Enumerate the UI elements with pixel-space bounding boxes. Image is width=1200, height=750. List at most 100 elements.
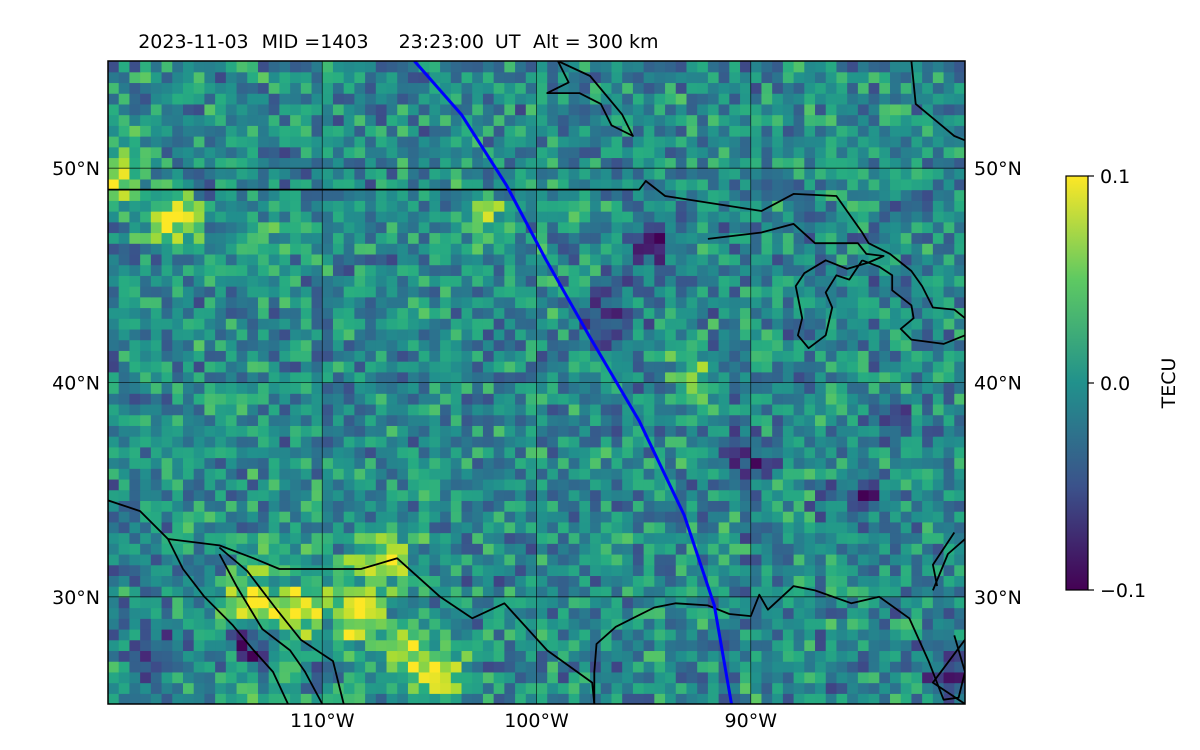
tec-cell (600, 693, 613, 704)
tec-cell (204, 82, 216, 94)
tec-cell (193, 114, 206, 126)
tec-cell (193, 575, 206, 587)
tec-cell (622, 136, 634, 148)
tec-cell (718, 211, 730, 223)
tec-cell (268, 307, 280, 319)
tec-cell (815, 178, 827, 191)
tec-cell (879, 93, 891, 105)
tec-cell (290, 243, 302, 255)
tec-cell (354, 103, 366, 116)
tec-cell (504, 607, 516, 619)
tec-cell (932, 318, 945, 330)
tec-cell (879, 103, 891, 116)
tec-cell (182, 521, 195, 534)
tec-cell (386, 628, 398, 641)
tec-cell (375, 103, 388, 116)
tec-cell (386, 682, 398, 694)
tec-cell (215, 596, 227, 609)
coastline-path (218, 553, 324, 704)
tec-cell (568, 575, 580, 587)
tec-cell (922, 425, 934, 437)
tec-cell (547, 618, 559, 630)
tec-cell (140, 382, 152, 394)
tec-cell (482, 693, 495, 704)
tec-cell (879, 243, 891, 255)
tec-cell (268, 243, 280, 255)
tec-cell (290, 511, 302, 523)
tec-cell (172, 596, 184, 609)
tec-cell (172, 275, 184, 287)
tec-cell (322, 286, 334, 298)
tec-cell (129, 146, 141, 159)
tec-cell (450, 243, 463, 255)
tec-cell (172, 564, 184, 576)
tec-cell (161, 232, 173, 244)
tec-cell (268, 168, 280, 180)
tec-cell (654, 682, 666, 694)
tec-cell (943, 136, 955, 148)
tec-cell (761, 178, 773, 191)
tec-cell (343, 682, 355, 694)
tec-cell (440, 468, 452, 480)
tec-cell (686, 61, 698, 73)
tec-cell (140, 136, 152, 148)
tec-cell (707, 146, 720, 159)
tec-cell (750, 500, 763, 512)
tec-cell (504, 264, 516, 276)
tec-cell (472, 318, 484, 330)
tec-cell (418, 296, 430, 309)
map-area[interactable] (108, 61, 966, 705)
tec-cell (515, 564, 527, 576)
tec-cell (890, 243, 902, 255)
tec-cell (311, 575, 323, 587)
tec-cell (900, 414, 913, 426)
tec-cell (482, 425, 495, 437)
tec-cell (815, 93, 827, 105)
tec-cell (590, 307, 602, 319)
tec-cell (911, 661, 923, 673)
tec-cell (172, 500, 184, 512)
tec-cell (375, 403, 388, 416)
tec-cell (750, 296, 763, 309)
tec-cell (654, 628, 666, 641)
tec-cell (386, 543, 398, 555)
tec-cell (268, 628, 280, 641)
tec-cell (193, 318, 206, 330)
tec-cell (825, 211, 838, 223)
tec-cell (407, 211, 420, 223)
tec-cell (557, 93, 570, 105)
tec-cell (568, 414, 580, 426)
tec-cell (365, 350, 377, 362)
tec-cell (140, 211, 152, 223)
tec-cell (182, 628, 195, 641)
tec-cell (386, 136, 398, 148)
tec-cell (707, 114, 720, 126)
tec-cell (879, 318, 891, 330)
tec-cell (782, 82, 795, 94)
tec-cell (418, 511, 430, 523)
tec-cell (290, 125, 302, 137)
tec-cell (504, 511, 516, 523)
tec-cell (332, 328, 345, 341)
tec-cell (311, 136, 323, 148)
tec-cell (482, 232, 495, 244)
tec-cell (547, 157, 559, 169)
tec-cell (365, 446, 377, 459)
tec-cell (108, 221, 120, 234)
tec-cell (236, 650, 248, 662)
tec-cell (804, 382, 816, 394)
tec-cell (279, 71, 291, 84)
tec-cell (622, 382, 634, 394)
tec-cell (675, 425, 688, 437)
tec-cell (440, 596, 452, 609)
tec-cell (632, 468, 645, 480)
tec-cell (354, 243, 366, 255)
tec-cell (493, 693, 505, 704)
tec-cell (729, 382, 741, 394)
tec-cell (343, 275, 355, 287)
tec-cell (825, 436, 838, 448)
tec-cell (815, 575, 827, 587)
tec-cell (750, 628, 763, 641)
tec-cell (761, 125, 773, 137)
tec-cell (793, 596, 805, 609)
